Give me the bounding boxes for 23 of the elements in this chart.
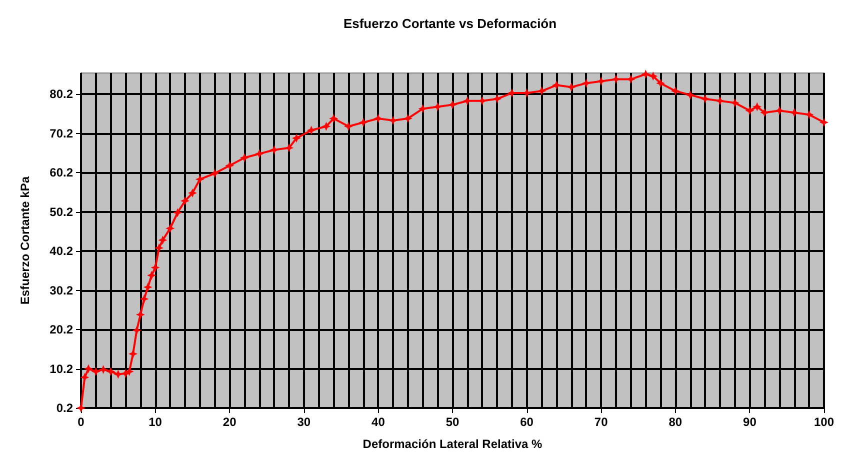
- y-tick-label: 10.2: [50, 362, 74, 376]
- x-tick-label: 100: [814, 415, 834, 429]
- x-tick-label: 90: [743, 415, 757, 429]
- x-tick-label: 20: [222, 415, 237, 429]
- x-tick-label: 80: [668, 415, 682, 429]
- x-tick-label: 30: [297, 415, 311, 429]
- x-tick-label: 40: [372, 415, 386, 429]
- chart-title: Esfuerzo Cortante vs Deformación: [343, 16, 557, 31]
- x-tick-label: 70: [594, 415, 608, 429]
- y-tick-label: 80.2: [50, 87, 74, 102]
- y-tick-label: 70.2: [50, 126, 74, 140]
- y-tick-label: 0.2: [56, 401, 74, 415]
- y-tick-label: 40.2: [50, 244, 74, 258]
- x-tick-label: 10: [148, 415, 162, 429]
- y-tick-label: 30.2: [50, 283, 74, 298]
- y-tick-label: 50.2: [50, 204, 74, 219]
- x-axis-title: Deformación Lateral Relativa %: [362, 437, 543, 451]
- x-tick-label: 50: [446, 415, 460, 429]
- y-tick-label: 20.2: [50, 322, 74, 337]
- y-tick-label: 60.2: [50, 166, 74, 180]
- x-tick-label: 60: [520, 415, 534, 429]
- x-tick-label: 0: [78, 415, 85, 429]
- y-axis-title: Esfuerzo Cortante kPa: [18, 176, 32, 305]
